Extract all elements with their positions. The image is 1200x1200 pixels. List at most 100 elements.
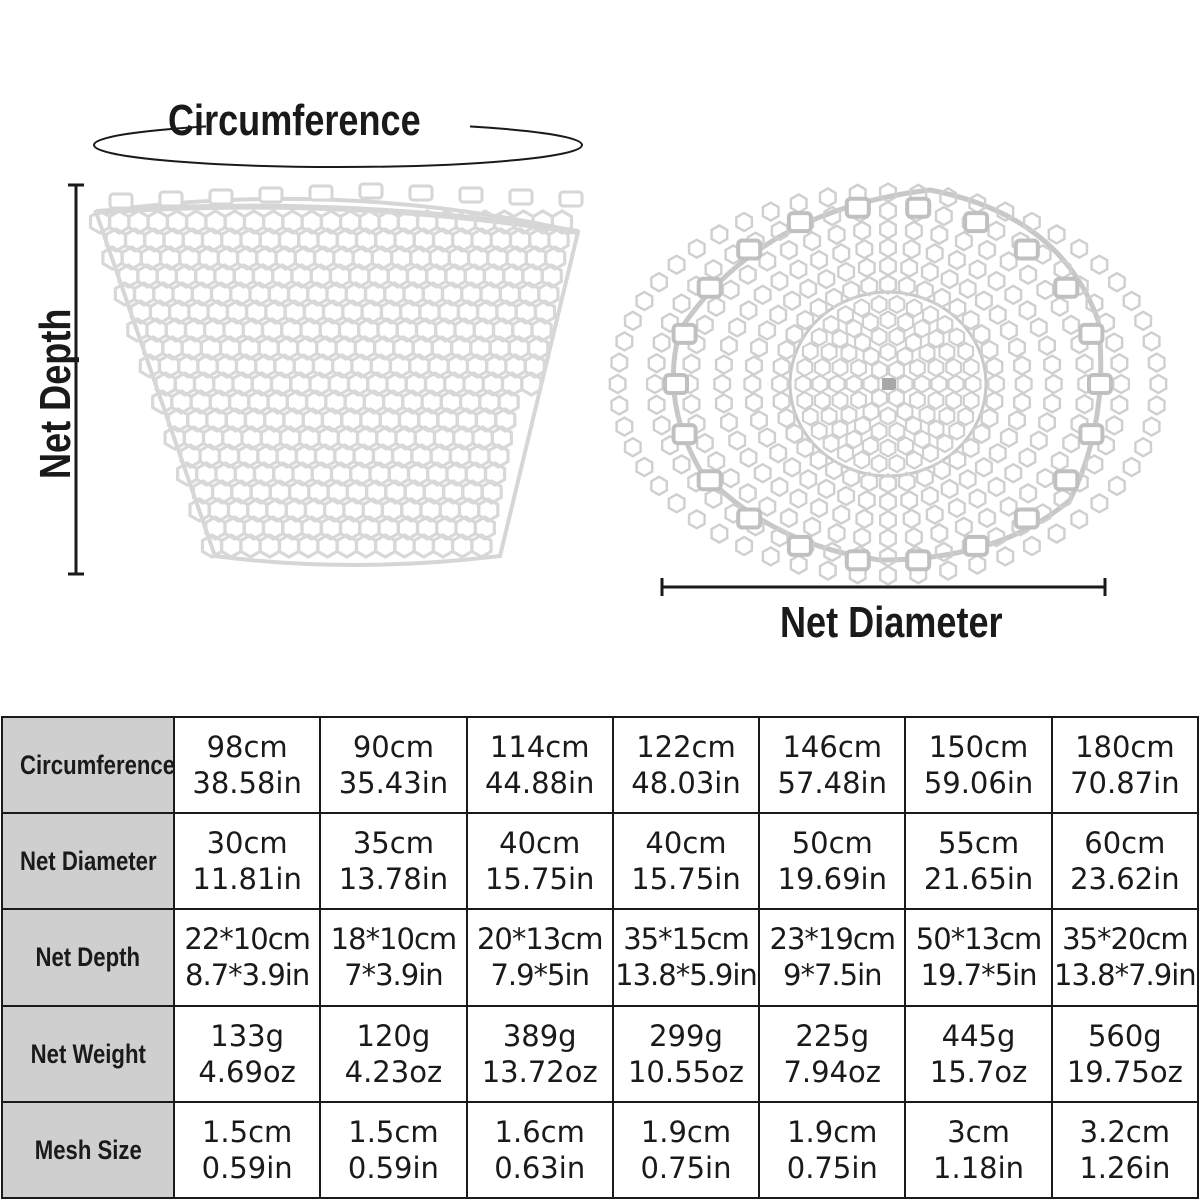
table-cell: 50cm 19.69in	[758, 812, 907, 911]
row-header-label: Circumference	[20, 750, 174, 781]
metric-value: 445g	[941, 1018, 1016, 1053]
metric-value: 122cm	[636, 730, 736, 765]
table-cell: 55cm 21.65in	[904, 812, 1053, 911]
net-top-view	[608, 182, 1168, 586]
imperial-value: 10.55oz	[627, 1054, 744, 1089]
metric-value: 22*10cm	[184, 922, 311, 957]
imperial-value: 35.43in	[338, 766, 449, 801]
metric-value: 18*10cm	[330, 922, 458, 957]
table-row: Net Weight 133g 4.69oz 120g 4.23oz 389g 13.72o…	[1, 1004, 1200, 1103]
metric-value: 389g	[502, 1018, 577, 1053]
table-cell: 299g 10.55oz	[611, 1004, 761, 1103]
metric-value: 150cm	[928, 730, 1029, 765]
metric-value: 146cm	[782, 730, 883, 765]
imperial-value: 13.72oz	[481, 1054, 598, 1089]
net-diameter-label: Net Diameter	[780, 598, 1003, 647]
table-cell: 120g 4.23oz	[319, 1004, 468, 1103]
table-cell: 1.9cm 0.75in	[611, 1100, 761, 1200]
row-header: Circumference	[1, 715, 175, 815]
metric-value: 30cm	[206, 826, 288, 861]
table-cell: 1.5cm 0.59in	[319, 1100, 468, 1200]
table-cell: 122cm 48.03in	[611, 715, 761, 815]
metric-value: 55cm	[937, 826, 1020, 861]
table-cell: 3cm 1.18in	[904, 1100, 1053, 1200]
net-center-marker	[882, 378, 896, 390]
table-cell: 1.5cm 0.59in	[172, 1100, 322, 1200]
imperial-value: 0.59in	[201, 1150, 293, 1185]
table-cell: 40cm 15.75in	[611, 812, 761, 911]
metric-value: 1.6cm	[494, 1114, 585, 1149]
imperial-value: 44.88in	[484, 766, 595, 801]
table-cell: 22*10cm 8.7*3.9in	[172, 908, 322, 1007]
table-cell: 150cm 59.06in	[904, 715, 1053, 815]
table-cell: 35*20cm 13.8*7.9in	[1050, 908, 1200, 1007]
table-cell: 146cm 57.48in	[758, 715, 907, 815]
metric-value: 560g	[1087, 1018, 1162, 1053]
metric-value: 50cm	[791, 826, 873, 861]
imperial-value: 7.94oz	[783, 1054, 882, 1089]
circumference-label: Circumference	[168, 96, 421, 145]
imperial-value: 4.69oz	[198, 1054, 296, 1089]
metric-value: 1.9cm	[640, 1114, 732, 1149]
imperial-value: 13.78in	[338, 862, 449, 897]
table-cell: 389g 13.72oz	[465, 1004, 614, 1103]
table-cell: 98cm 38.58in	[172, 715, 322, 815]
table-cell: 30cm 11.81in	[172, 812, 322, 911]
imperial-value: 0.63in	[494, 1150, 586, 1185]
table-row: Net Depth 22*10cm 8.7*3.9in 18*10cm 7*3.9in 2…	[1, 908, 1200, 1007]
row-header-label: Net Diameter	[19, 846, 157, 877]
imperial-value: 15.7oz	[929, 1054, 1028, 1089]
imperial-value: 19.69in	[777, 862, 887, 897]
imperial-value: 8.7*3.9in	[185, 958, 310, 993]
metric-value: 50*13cm	[915, 922, 1043, 957]
table-cell: 20*13cm 7.9*5in	[465, 908, 614, 1007]
table-cell: 3.2cm 1.26in	[1050, 1100, 1200, 1200]
row-header-label: Mesh Size	[34, 1134, 142, 1165]
imperial-value: 38.58in	[192, 766, 302, 801]
row-header: Net Weight	[1, 1004, 175, 1103]
table-row: Mesh Size 1.5cm 0.59in 1.5cm 0.59in 1.6cm 0.63…	[1, 1100, 1200, 1200]
spec-table: Circumference 98cm 38.58in 90cm 35.43in 114cm…	[1, 715, 1200, 1200]
table-cell: 114cm 44.88in	[465, 715, 614, 815]
table-cell: 23*19cm 9*7.5in	[758, 908, 907, 1007]
imperial-value: 0.75in	[786, 1150, 878, 1185]
metric-value: 40cm	[499, 826, 581, 861]
table-cell: 35cm 13.78in	[319, 812, 468, 911]
imperial-value: 13.8*7.9in	[1054, 958, 1196, 993]
imperial-value: 23.62in	[1070, 862, 1180, 897]
row-header-label: Net Depth	[35, 942, 141, 973]
metric-value: 35*15cm	[623, 922, 750, 957]
metric-value: 133g	[210, 1018, 285, 1053]
table-cell: 225g 7.94oz	[758, 1004, 907, 1103]
metric-value: 35cm	[352, 826, 434, 861]
table-cell: 90cm 35.43in	[319, 715, 468, 815]
metric-value: 90cm	[352, 730, 434, 765]
table-cell: 180cm 70.87in	[1050, 715, 1200, 815]
imperial-value: 19.75oz	[1066, 1054, 1183, 1089]
metric-value: 3cm	[947, 1114, 1010, 1149]
table-cell: 35*15cm 13.8*5.9in	[611, 908, 761, 1007]
dimension-lines	[68, 122, 1168, 596]
imperial-value: 19.7*5in	[920, 958, 1038, 993]
imperial-value: 57.48in	[777, 766, 887, 801]
metric-value: 1.5cm	[348, 1114, 439, 1149]
table-cell: 445g 15.7oz	[904, 1004, 1053, 1103]
row-header: Net Depth	[1, 908, 175, 1007]
imperial-value: 48.03in	[631, 766, 741, 801]
metric-value: 120g	[356, 1018, 431, 1053]
imperial-value: 4.23oz	[344, 1054, 443, 1089]
table-cell: 60cm 23.62in	[1050, 812, 1200, 911]
net-side-view	[88, 182, 584, 567]
row-header-label: Net Weight	[30, 1038, 146, 1069]
table-cell: 40cm 15.75in	[465, 812, 614, 911]
table-cell: 50*13cm 19.7*5in	[904, 908, 1053, 1007]
imperial-value: 0.59in	[347, 1150, 439, 1185]
imperial-value: 7.9*5in	[490, 958, 590, 993]
table-cell: 560g 19.75oz	[1050, 1004, 1200, 1103]
metric-value: 1.5cm	[201, 1114, 293, 1149]
imperial-value: 15.75in	[484, 862, 595, 897]
imperial-value: 11.81in	[192, 862, 302, 897]
metric-value: 60cm	[1084, 826, 1166, 861]
metric-value: 225g	[795, 1018, 870, 1053]
metric-value: 114cm	[489, 730, 590, 765]
